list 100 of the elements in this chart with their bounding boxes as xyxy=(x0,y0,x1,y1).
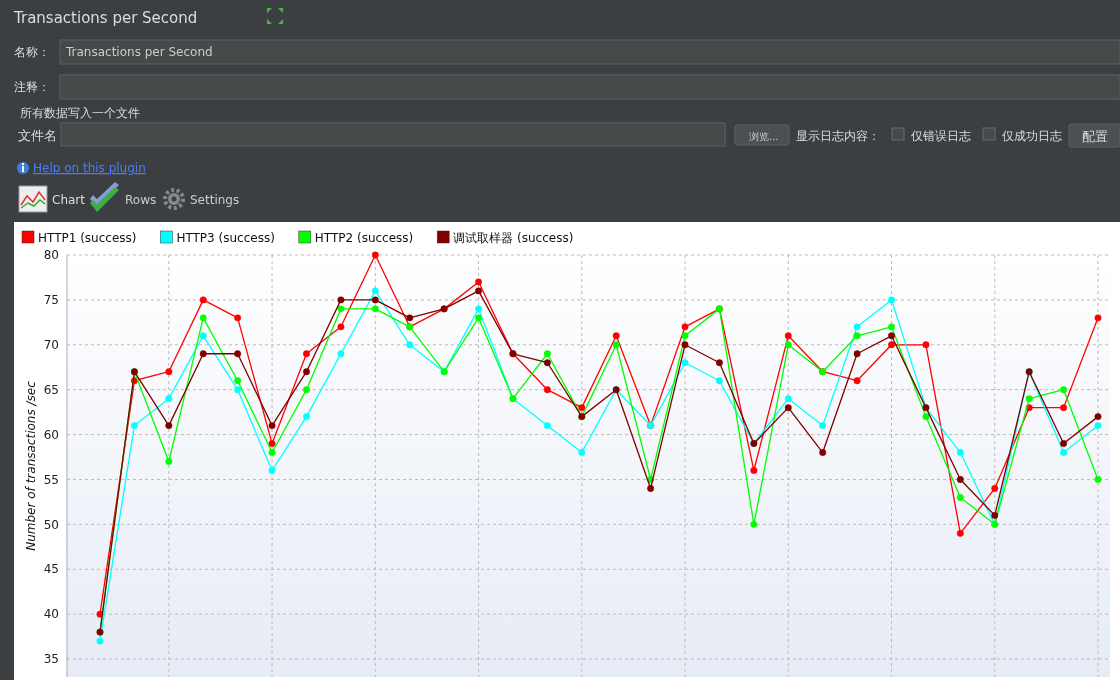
point xyxy=(681,323,689,331)
point xyxy=(303,386,310,394)
point xyxy=(578,449,586,456)
point xyxy=(1094,476,1102,483)
text: 名称： xyxy=(14,45,50,59)
point xyxy=(681,359,689,367)
text: Settings xyxy=(190,193,240,207)
text: 所有数据写入一个文件 xyxy=(20,106,140,120)
point xyxy=(1060,386,1068,394)
y-axis-title: Number of transactions /sec xyxy=(24,380,38,551)
point xyxy=(199,296,207,304)
text: Help on this plugin xyxy=(33,161,146,175)
point xyxy=(1060,449,1068,456)
point xyxy=(268,422,276,430)
point xyxy=(337,350,345,358)
text: Rows xyxy=(125,193,157,207)
point xyxy=(96,637,104,645)
point xyxy=(888,296,895,304)
point xyxy=(853,377,861,385)
point xyxy=(406,341,414,349)
point xyxy=(888,323,895,331)
text: 注释： xyxy=(14,80,50,94)
point xyxy=(199,332,207,340)
text: 文件名 xyxy=(18,128,57,143)
point xyxy=(268,467,276,474)
text: 配置 xyxy=(1082,129,1108,144)
text: 仅成功日志 xyxy=(1002,129,1062,143)
point xyxy=(922,341,930,349)
point xyxy=(853,350,861,358)
point xyxy=(337,296,345,304)
point xyxy=(165,422,173,430)
point xyxy=(681,341,689,349)
point xyxy=(1025,395,1033,403)
point xyxy=(234,350,242,358)
text: 浏览... xyxy=(749,131,779,142)
point xyxy=(268,449,276,456)
point xyxy=(475,305,482,313)
text: 显示日志内容： xyxy=(796,129,880,143)
point xyxy=(303,350,310,358)
legend-label: HTTP3 (success) xyxy=(176,231,275,245)
point xyxy=(130,422,138,430)
point xyxy=(371,296,379,304)
point xyxy=(956,476,964,483)
point xyxy=(406,314,414,322)
point xyxy=(96,610,104,618)
point xyxy=(784,404,792,412)
point xyxy=(991,511,999,519)
y-tick-label: 65 xyxy=(43,382,59,397)
point xyxy=(888,341,895,349)
point xyxy=(647,485,655,492)
point xyxy=(956,529,964,537)
y-tick-label: 75 xyxy=(43,293,59,308)
legend-label: HTTP1 (success) xyxy=(38,231,137,245)
point xyxy=(819,449,827,456)
point xyxy=(1060,404,1068,412)
point xyxy=(1094,422,1102,430)
point xyxy=(888,332,895,340)
point xyxy=(234,386,242,394)
y-tick-label: 50 xyxy=(43,517,59,532)
point xyxy=(475,278,482,286)
point xyxy=(784,332,792,340)
point xyxy=(1060,440,1068,447)
point xyxy=(853,323,861,331)
point xyxy=(371,251,379,259)
text: Transactions per Second xyxy=(65,45,213,59)
point xyxy=(371,305,379,313)
point xyxy=(612,341,620,349)
point xyxy=(784,395,792,403)
point xyxy=(578,404,586,412)
y-tick-label: 60 xyxy=(43,427,59,442)
chart-title: Transactions per Second xyxy=(13,9,198,27)
point xyxy=(268,440,276,447)
point xyxy=(475,287,482,295)
y-tick-label: 45 xyxy=(43,562,59,577)
point xyxy=(337,305,345,313)
point xyxy=(956,493,964,501)
text: 仅错误日志 xyxy=(911,129,971,143)
point xyxy=(371,287,379,295)
point xyxy=(991,485,999,492)
point xyxy=(475,314,482,322)
point xyxy=(337,323,345,331)
legend-label: 调试取样器 (success) xyxy=(453,231,574,245)
point xyxy=(165,395,173,403)
point xyxy=(716,359,723,367)
y-tick-label: 40 xyxy=(43,607,59,622)
point xyxy=(922,413,930,421)
point xyxy=(956,449,964,456)
point xyxy=(234,377,242,385)
point xyxy=(1094,314,1102,322)
y-tick-label: 80 xyxy=(43,248,59,263)
point xyxy=(612,332,620,340)
point xyxy=(819,422,827,430)
y-tick-label: 35 xyxy=(43,652,59,667)
text: Chart xyxy=(52,193,86,207)
point xyxy=(303,368,310,376)
point xyxy=(681,332,689,340)
point xyxy=(543,359,551,367)
point xyxy=(165,458,173,465)
y-tick-label: 70 xyxy=(43,337,59,352)
point xyxy=(234,314,242,322)
